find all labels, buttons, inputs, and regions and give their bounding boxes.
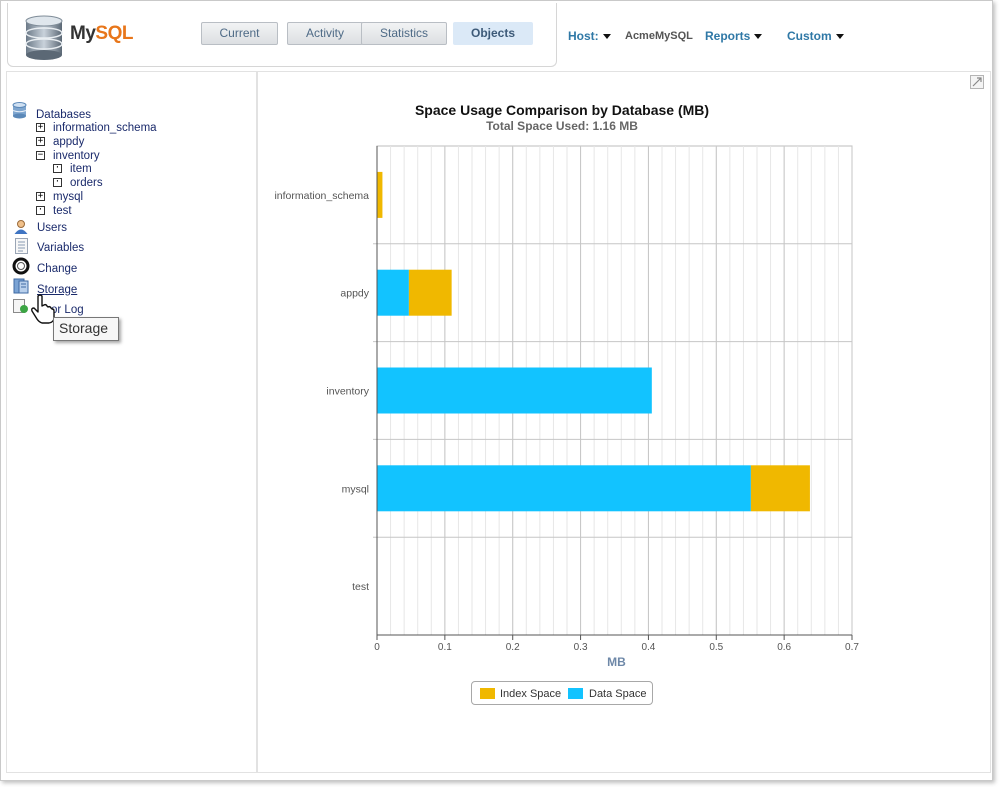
y-tick-label: inventory — [326, 386, 369, 398]
chart-subtitle: Total Space Used: 1.16 MB — [486, 119, 638, 133]
user-icon — [14, 220, 28, 234]
custom-dropdown[interactable]: Custom — [787, 29, 844, 43]
tab-statistics[interactable]: Statistics — [361, 22, 447, 45]
y-tick-label: mysql — [342, 483, 369, 495]
reports-label: Reports — [705, 29, 751, 43]
sidebar-item-error-log[interactable]: or Log — [51, 304, 84, 316]
brand-logo: MySQL — [70, 23, 133, 44]
sidebar — [6, 71, 257, 773]
reports-dropdown[interactable]: Reports — [705, 29, 763, 43]
chevron-down-icon — [754, 34, 763, 39]
legend-label-data-space: Data Space — [589, 688, 647, 700]
tree-item-appdy[interactable]: appdy — [53, 136, 85, 148]
leaf-toggle: · — [53, 163, 62, 173]
maximize-icon[interactable] — [970, 75, 984, 89]
hand-cursor-icon — [31, 294, 55, 324]
x-tick-label: 0.2 — [506, 642, 520, 653]
x-tick-label: 0.3 — [574, 642, 588, 653]
legend-swatch-data-space — [568, 688, 583, 699]
legend-swatch-index-space — [480, 688, 495, 699]
chart-legend: Index Space Data Space — [471, 681, 653, 705]
x-tick-label: 0.7 — [845, 642, 859, 653]
expand-toggle[interactable]: + — [36, 122, 45, 132]
sidebar-item-variables[interactable]: Variables — [37, 242, 85, 254]
chart-title: Space Usage Comparison by Database (MB) — [414, 102, 710, 118]
tree-item-test[interactable]: test — [53, 205, 72, 217]
y-tick-label: information_schema — [274, 190, 369, 202]
x-axis-label: MB — [607, 655, 626, 669]
bar-index-space — [750, 465, 810, 512]
database-icon — [12, 102, 27, 119]
document-icon — [15, 238, 28, 254]
expand-toggle[interactable]: + — [36, 191, 45, 201]
bar-data-space — [377, 269, 409, 316]
x-tick-label: 0.4 — [641, 642, 655, 653]
bar-index-space — [377, 171, 383, 218]
expand-toggle[interactable]: + — [36, 136, 45, 146]
chevron-down-icon — [835, 34, 844, 39]
host-value: AcmeMySQL — [625, 30, 693, 42]
tab-objects[interactable]: Objects — [453, 22, 533, 45]
storage-tooltip: Storage — [53, 317, 119, 341]
ring-icon — [12, 257, 30, 275]
tree-item-mysql[interactable]: mysql — [53, 191, 84, 203]
tree-item-orders[interactable]: orders — [70, 177, 103, 189]
host-label: Host: — [568, 29, 599, 43]
collapse-toggle[interactable]: − — [36, 150, 45, 160]
bar-data-space — [377, 367, 652, 414]
x-tick-label: 0.1 — [438, 642, 452, 653]
y-tick-label: test — [352, 581, 369, 593]
legend-label-index-space: Index Space — [500, 688, 562, 700]
leaf-toggle: · — [36, 205, 45, 215]
sidebar-item-users[interactable]: Users — [37, 222, 68, 234]
error-log-icon — [13, 299, 28, 313]
leaf-toggle: · — [53, 177, 62, 187]
tree-item-inventory[interactable]: inventory — [53, 150, 100, 162]
sidebar-item-databases[interactable]: Databases — [36, 109, 91, 121]
chevron-down-icon — [602, 34, 611, 39]
sidebar-item-storage[interactable]: Storage — [37, 284, 78, 296]
tree-item-information-schema[interactable]: information_schema — [53, 122, 157, 134]
database-logo-icon — [25, 15, 63, 60]
x-tick-label: 0 — [374, 642, 380, 653]
x-tick-label: 0.5 — [709, 642, 723, 653]
bar-index-space — [408, 269, 452, 316]
sidebar-item-change[interactable]: Change — [37, 263, 78, 275]
bar-data-space — [377, 465, 751, 512]
x-tick-label: 0.6 — [777, 642, 791, 653]
custom-label: Custom — [787, 29, 832, 43]
y-tick-label: appdy — [340, 288, 369, 300]
tree-item-item[interactable]: item — [70, 163, 92, 175]
storage-icon — [13, 278, 29, 294]
host-dropdown[interactable]: Host: — [568, 29, 611, 43]
tab-current[interactable]: Current — [201, 22, 278, 45]
expand-arrows-icon — [972, 77, 982, 87]
